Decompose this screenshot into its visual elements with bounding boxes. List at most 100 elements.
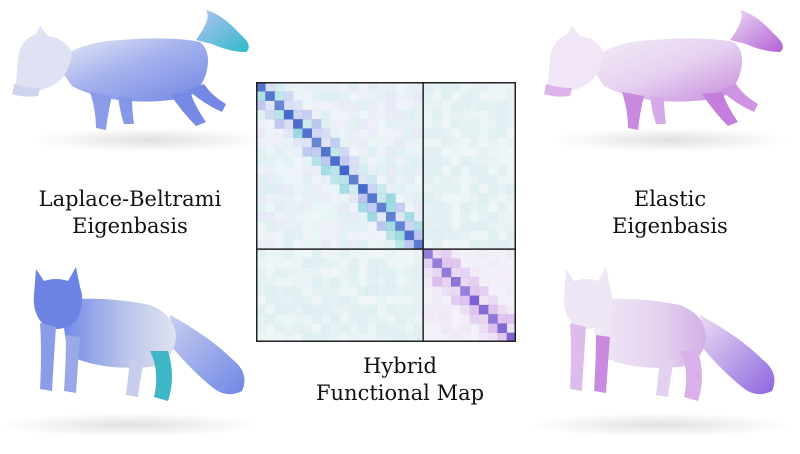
matrix-cell bbox=[478, 239, 489, 250]
matrix-cell bbox=[283, 221, 294, 231]
matrix-cell bbox=[497, 258, 508, 269]
hybrid-caption-line1: Hybrid bbox=[363, 354, 437, 378]
matrix-cell bbox=[367, 119, 378, 129]
matrix-cell bbox=[404, 212, 415, 222]
matrix-cell bbox=[367, 212, 378, 222]
matrix-cell bbox=[395, 277, 405, 287]
matrix-cell bbox=[311, 212, 322, 222]
matrix-cell bbox=[423, 128, 433, 139]
matrix-cell bbox=[376, 332, 387, 342]
matrix-cell bbox=[256, 109, 266, 120]
matrix-cell bbox=[302, 267, 313, 278]
matrix-cell bbox=[302, 277, 313, 287]
matrix-cell bbox=[358, 323, 368, 334]
matrix-cell bbox=[478, 202, 489, 213]
matrix-cell bbox=[330, 174, 340, 185]
matrix-cell bbox=[469, 286, 480, 296]
matrix-cell bbox=[386, 230, 396, 241]
matrix-cell bbox=[460, 202, 470, 213]
matrix-cell bbox=[460, 295, 470, 306]
matrix-cell bbox=[283, 128, 294, 139]
matrix-cell bbox=[256, 323, 266, 334]
matrix-cell bbox=[367, 230, 378, 241]
matrix-cell bbox=[274, 193, 285, 204]
matrix-cell bbox=[321, 230, 331, 241]
matrix-cell bbox=[358, 202, 368, 213]
matrix-cell bbox=[404, 286, 415, 296]
matrix-cell bbox=[404, 267, 415, 278]
matrix-cell bbox=[432, 332, 443, 342]
matrix-cell bbox=[451, 137, 461, 148]
matrix-cell bbox=[413, 295, 424, 306]
matrix-cell bbox=[293, 267, 303, 278]
elastic-walking-fox-render bbox=[544, 10, 790, 152]
matrix-cell bbox=[497, 314, 508, 324]
matrix-cell bbox=[478, 267, 489, 278]
matrix-cell bbox=[339, 221, 350, 231]
matrix-cell bbox=[423, 212, 433, 222]
matrix-cell bbox=[469, 258, 480, 269]
matrix-cell bbox=[395, 258, 405, 269]
matrix-cell bbox=[413, 304, 424, 315]
matrix-cell bbox=[302, 314, 313, 324]
matrix-cell bbox=[293, 156, 303, 166]
matrix-cell bbox=[274, 82, 285, 92]
matrix-cell bbox=[506, 258, 516, 269]
matrix-cell bbox=[423, 332, 433, 342]
matrix-cell bbox=[506, 91, 516, 101]
matrix-cell bbox=[478, 82, 489, 92]
matrix-cell bbox=[423, 174, 433, 185]
matrix-cell bbox=[478, 156, 489, 166]
laplace-walking-fox-render bbox=[12, 10, 270, 152]
matrix-cell bbox=[441, 202, 452, 213]
matrix-cell bbox=[395, 212, 405, 222]
matrix-cell bbox=[256, 267, 266, 278]
matrix-cell bbox=[376, 212, 387, 222]
matrix-cell bbox=[441, 119, 452, 129]
matrix-cell bbox=[478, 286, 489, 296]
matrix-cell bbox=[488, 119, 498, 129]
matrix-cell bbox=[497, 277, 508, 287]
matrix-cell bbox=[376, 174, 387, 185]
matrix-cell bbox=[302, 193, 313, 204]
matrix-cell bbox=[451, 304, 461, 315]
matrix-cell bbox=[506, 119, 516, 129]
matrix-cell bbox=[451, 202, 461, 213]
matrix-cell bbox=[293, 193, 303, 204]
matrix-cell bbox=[339, 109, 350, 120]
matrix-cell bbox=[321, 156, 331, 166]
matrix-cell bbox=[367, 128, 378, 139]
matrix-cell bbox=[488, 286, 498, 296]
matrix-cell bbox=[460, 193, 470, 204]
matrix-cell bbox=[497, 128, 508, 139]
matrix-cell bbox=[339, 82, 350, 92]
matrix-cell bbox=[423, 221, 433, 231]
matrix-cell bbox=[488, 165, 498, 176]
matrix-cell bbox=[469, 119, 480, 129]
matrix-cell bbox=[404, 91, 415, 101]
matrix-cell bbox=[256, 165, 266, 176]
matrix-cell bbox=[358, 314, 368, 324]
matrix-cell bbox=[395, 193, 405, 204]
matrix-cell bbox=[497, 174, 508, 185]
matrix-cell bbox=[460, 147, 470, 157]
matrix-cell bbox=[432, 91, 443, 101]
matrix-cell bbox=[321, 82, 331, 92]
matrix-cell bbox=[376, 91, 387, 101]
matrix-cell bbox=[283, 267, 294, 278]
laplace-beltrami-caption: Laplace-Beltrami Eigenbasis bbox=[30, 186, 230, 240]
matrix-cell bbox=[488, 128, 498, 139]
matrix-cell bbox=[506, 137, 516, 148]
matrix-cell bbox=[256, 119, 266, 129]
matrix-cell bbox=[395, 314, 405, 324]
matrix-cell bbox=[283, 109, 294, 120]
matrix-cell bbox=[256, 304, 266, 315]
matrix-cell bbox=[321, 184, 331, 194]
matrix-cell bbox=[321, 323, 331, 334]
matrix-cell bbox=[395, 128, 405, 139]
matrix-cell bbox=[413, 314, 424, 324]
matrix-cell bbox=[441, 184, 452, 194]
matrix-cell bbox=[321, 332, 331, 342]
matrix-cell bbox=[413, 286, 424, 296]
matrix-cell bbox=[404, 100, 415, 111]
